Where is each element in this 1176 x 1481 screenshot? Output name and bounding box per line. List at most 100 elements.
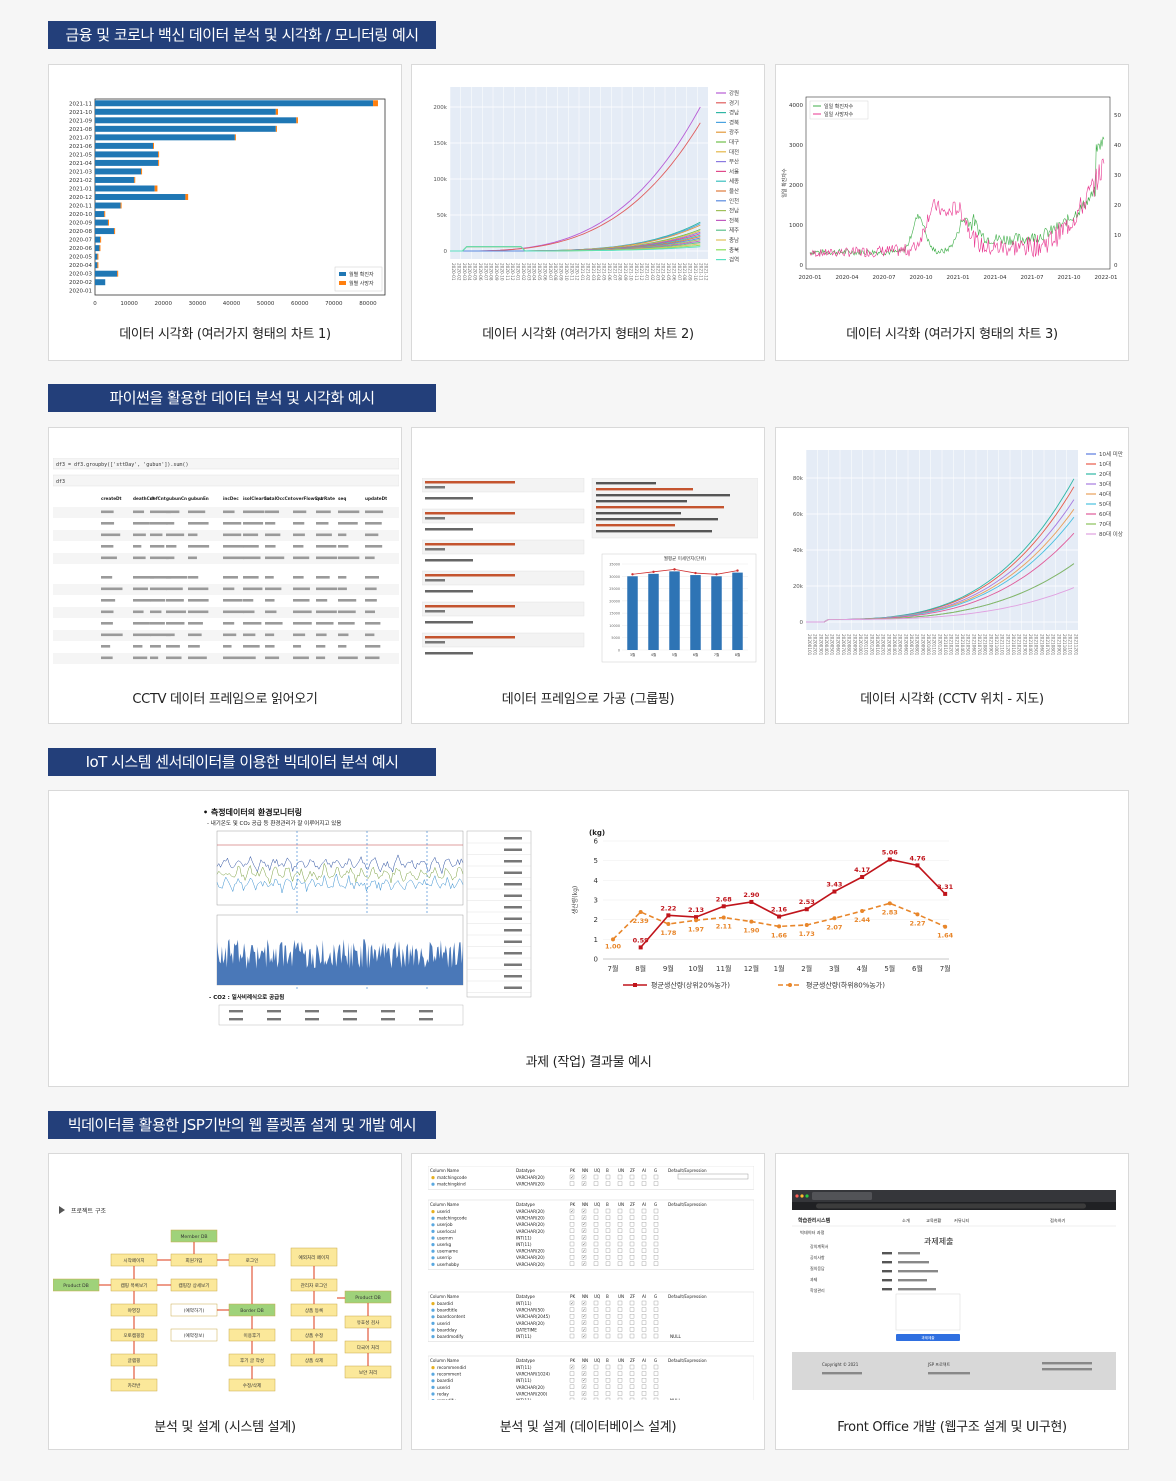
cell-text <box>293 522 305 525</box>
card-grouping: 월평균 미세먼지(단위) 0 5000 10000 15000 20000 25000 300… <box>411 427 765 724</box>
cell-text <box>265 599 275 602</box>
cell-text <box>133 645 143 648</box>
tick-label: 2021-01 <box>947 275 970 281</box>
node-label: 후기 글 작성 <box>240 1357 264 1364</box>
null-default: NULL <box>670 1334 682 1339</box>
bar-deaths <box>114 228 116 235</box>
flag-checkbox <box>641 1333 647 1339</box>
code-cell <box>422 601 585 617</box>
data-point <box>915 863 920 868</box>
schema-table <box>428 1166 754 1190</box>
tick-label: 2021-05 <box>69 152 92 158</box>
tick-label: 2020-04 <box>836 275 859 281</box>
flag-checkbox <box>581 1241 587 1247</box>
cell-text <box>101 533 121 537</box>
legend-label: 40대 <box>1099 490 1111 498</box>
node-label: 야영장 <box>128 1307 141 1314</box>
column-name: boardcontent <box>437 1314 465 1319</box>
series-line <box>216 862 464 885</box>
unit-label: (kg) <box>589 829 605 837</box>
column-type: INT(11) <box>516 1301 532 1306</box>
submit-button <box>896 1334 960 1341</box>
legend-label: 충북 <box>729 246 739 254</box>
bar-deaths <box>275 125 277 132</box>
flag-checkbox <box>617 1255 623 1260</box>
column-name: userrip <box>437 1255 452 1260</box>
flag-checkbox <box>641 1235 647 1240</box>
code-line: df3 = df3.groupby(['sttDay', 'gubun']).s… <box>56 462 188 468</box>
flag-checkbox <box>629 1228 635 1233</box>
flag-checkbox <box>605 1215 611 1220</box>
flag-checkbox <box>629 1371 635 1376</box>
flag-checkbox <box>569 1371 575 1376</box>
cell-text <box>293 533 305 537</box>
legend-marker <box>633 983 637 987</box>
cell-text <box>223 510 235 514</box>
cell-text <box>223 656 244 660</box>
cell-text <box>504 906 522 909</box>
cell-text <box>504 917 522 920</box>
flag-checkbox <box>581 1181 587 1186</box>
tick-label: 20200101 <box>875 634 880 656</box>
flag-checkbox <box>581 1397 587 1400</box>
cell-text <box>101 576 113 579</box>
column-header: UQ <box>594 1294 600 1299</box>
tick-label: 20201001 <box>858 634 863 656</box>
null-default: NULL <box>670 1398 682 1400</box>
flag-checkbox <box>641 1391 647 1396</box>
checkbox-mark: ✓ <box>583 1308 586 1312</box>
tick-label: 0 <box>618 649 620 653</box>
checkbox-mark: ✓ <box>583 1242 586 1246</box>
cell-text <box>265 576 274 579</box>
cell-text <box>293 556 310 560</box>
nav-link: 접속하기 <box>1050 1217 1066 1224</box>
tick-label: 2021-04 <box>69 161 92 167</box>
cell-text <box>293 656 309 660</box>
data-point <box>721 915 726 920</box>
flag-checkbox <box>617 1333 623 1339</box>
cell-text <box>338 645 347 648</box>
legend-label: 세종 <box>729 177 739 185</box>
checkbox-mark: ✓ <box>571 1175 574 1179</box>
data-point <box>887 901 892 906</box>
flag-checkbox <box>653 1378 659 1383</box>
flag-checkbox <box>581 1261 587 1266</box>
flag-checkbox <box>653 1333 659 1339</box>
flag-checkbox <box>569 1228 575 1233</box>
flag-checkbox <box>569 1314 575 1319</box>
cell-text <box>243 622 262 625</box>
trend-point <box>736 569 739 572</box>
tick-label: 2021-09 <box>623 263 628 281</box>
flag-checkbox <box>581 1208 587 1214</box>
schema-table <box>428 1199 754 1270</box>
tick-label: 20000 <box>609 599 620 603</box>
column-header: deathCnt <box>133 496 155 501</box>
diagram-node <box>170 1328 218 1342</box>
flag-checkbox <box>653 1327 659 1332</box>
node-label: 캠핑 목록보기 <box>121 1282 148 1289</box>
cell-text <box>316 633 327 637</box>
tick-label: 2021-11 <box>69 101 92 107</box>
tick-label: 20210301 <box>954 634 959 656</box>
checkbox-mark: ✓ <box>583 1328 586 1332</box>
cell-text <box>223 587 235 591</box>
cell-text <box>265 545 276 548</box>
code-text <box>596 512 681 515</box>
flag-checkbox <box>653 1391 659 1396</box>
tick-label: 20211201 <box>1073 634 1078 656</box>
flag-checkbox <box>593 1215 599 1220</box>
flag-checkbox <box>569 1300 575 1306</box>
summary-table <box>466 830 532 998</box>
cell-text <box>133 633 152 637</box>
cell-text <box>188 522 209 525</box>
column-header: B <box>606 1168 609 1173</box>
cell-text <box>150 610 162 614</box>
legend-marker <box>788 983 792 987</box>
tick-label: 2020-06 <box>69 246 92 252</box>
code-cell <box>422 539 585 555</box>
node-label: 시작페이지 <box>123 1257 144 1264</box>
bar-confirmed <box>95 134 235 141</box>
data-label: 0.59 <box>633 936 650 944</box>
schema-table <box>428 1291 754 1342</box>
card-caption: 데이터 시각화 (여러가지 형태의 차트 3) <box>846 327 1058 342</box>
